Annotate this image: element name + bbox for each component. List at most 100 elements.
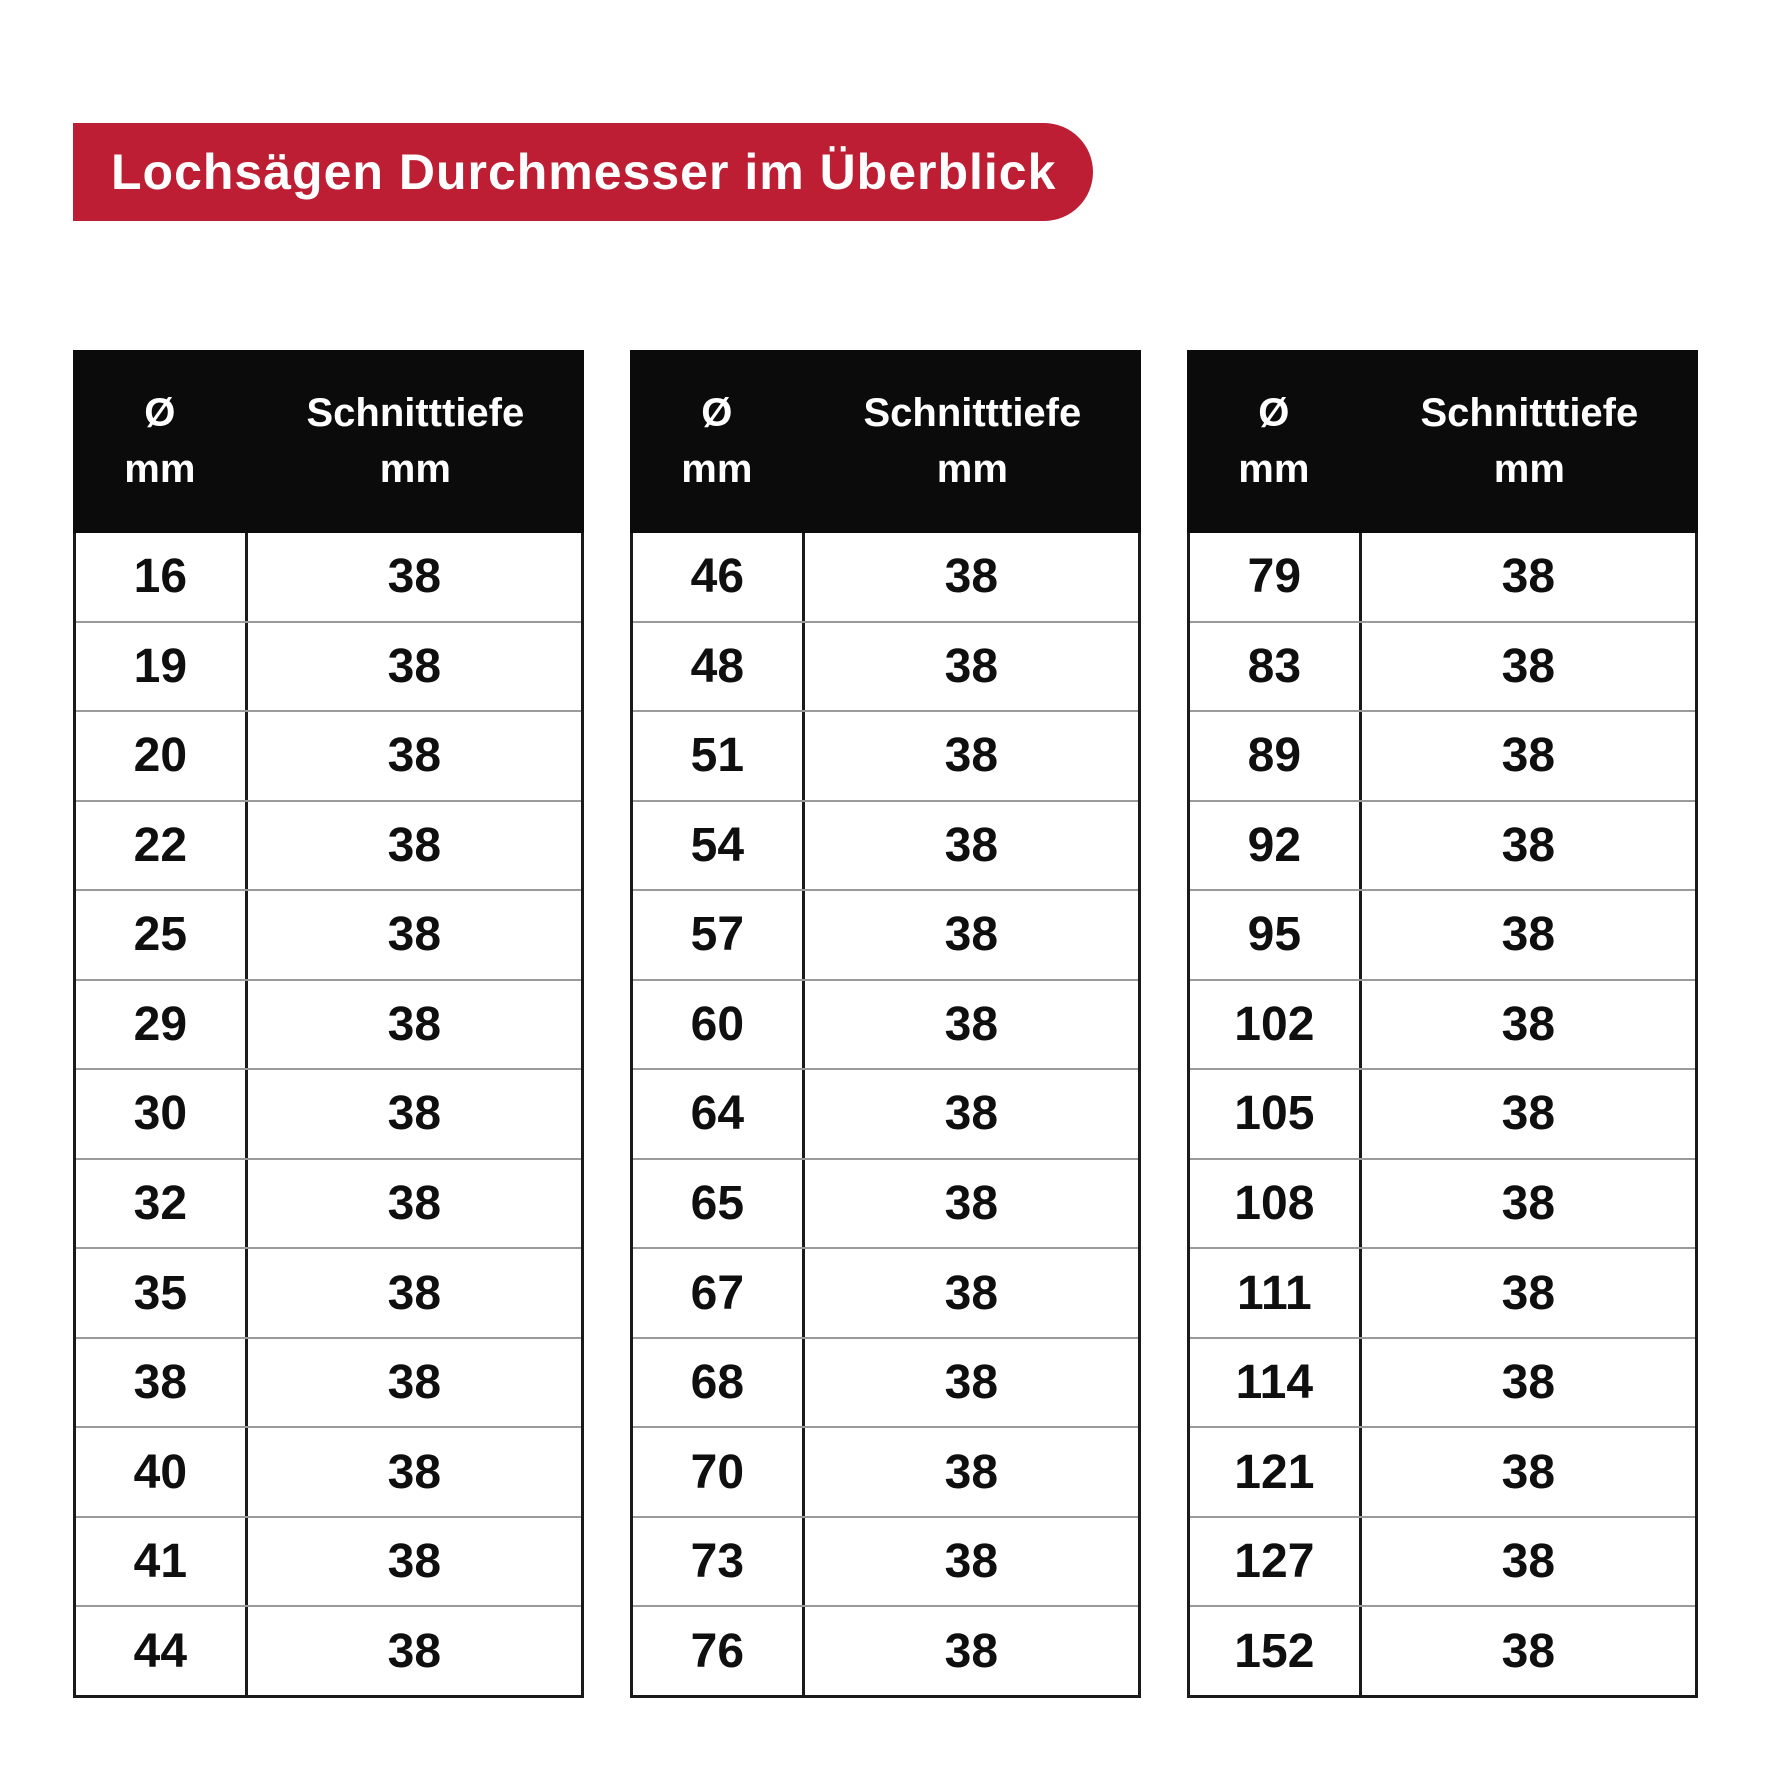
depth-unit: mm — [936, 446, 1008, 491]
title-banner: Lochsägen Durchmesser im Überblick — [73, 123, 1093, 221]
table-row: 68 38 — [633, 1336, 1138, 1427]
depth-cell: 38 — [944, 997, 999, 1051]
depth-cell: 38 — [387, 550, 442, 604]
table-row: 54 38 — [633, 799, 1138, 890]
table-row: 38 38 — [76, 1336, 581, 1427]
table-row: 102 38 — [1190, 978, 1695, 1069]
diameter-unit: mm — [124, 446, 196, 491]
table-row: 73 38 — [633, 1515, 1138, 1606]
depth-cell: 38 — [1501, 1356, 1556, 1410]
diameter-cell: 22 — [76, 801, 248, 890]
table-row: 127 38 — [1190, 1515, 1695, 1606]
diameter-cell: 121 — [1190, 1428, 1362, 1516]
diameter-cell: 102 — [1190, 980, 1362, 1069]
table-row: 30 38 — [76, 1068, 581, 1158]
depth-cell: 38 — [1501, 639, 1556, 693]
diameter-cell: 152 — [1190, 1607, 1362, 1695]
table-row: 29 38 — [76, 978, 581, 1069]
table-row: 105 38 — [1190, 1068, 1695, 1158]
depth-cell: 38 — [944, 1356, 999, 1410]
depth-cell: 38 — [387, 1356, 442, 1410]
diameter-cell: 83 — [1190, 622, 1362, 711]
diameter-unit: mm — [1238, 446, 1310, 491]
diameter-cell: 46 — [633, 533, 805, 621]
depth-column-header: Schnitttiefe mm — [1361, 350, 1698, 533]
depth-cell: 38 — [387, 1176, 442, 1230]
depth-cell: 38 — [944, 1535, 999, 1589]
table-row: 152 38 — [1190, 1605, 1695, 1695]
table-row: 92 38 — [1190, 799, 1695, 890]
table-row: 19 38 — [76, 620, 581, 711]
table-row: 35 38 — [76, 1247, 581, 1337]
table-row: 51 38 — [633, 710, 1138, 800]
diameter-cell: 54 — [633, 801, 805, 890]
table-row: 67 38 — [633, 1247, 1138, 1337]
depth-label: Schnitttiefe — [1420, 391, 1639, 436]
table-row: 48 38 — [633, 620, 1138, 711]
diameter-cell: 60 — [633, 980, 805, 1069]
diameter-symbol: Ø — [701, 391, 733, 436]
table-row: 83 38 — [1190, 620, 1695, 711]
diameter-cell: 89 — [1190, 712, 1362, 800]
depth-unit: mm — [1493, 446, 1565, 491]
diameter-symbol: Ø — [1258, 391, 1290, 436]
table-row: 108 38 — [1190, 1157, 1695, 1248]
depth-cell: 38 — [387, 908, 442, 962]
depth-column-header: Schnitttiefe mm — [804, 350, 1141, 533]
diameter-cell: 127 — [1190, 1517, 1362, 1606]
depth-cell: 38 — [387, 1445, 442, 1499]
table-row: 32 38 — [76, 1157, 581, 1248]
diameter-cell: 111 — [1190, 1249, 1362, 1337]
table-row: 114 38 — [1190, 1336, 1695, 1427]
depth-cell: 38 — [1501, 1176, 1556, 1230]
diameter-cell: 95 — [1190, 891, 1362, 979]
diameter-cell: 41 — [76, 1517, 248, 1606]
depth-cell: 38 — [1501, 908, 1556, 962]
depth-cell: 38 — [944, 729, 999, 783]
depth-cell: 38 — [387, 1087, 442, 1141]
depth-cell: 38 — [944, 1445, 999, 1499]
depth-cell: 38 — [944, 908, 999, 962]
diameter-cell: 38 — [76, 1338, 248, 1427]
diameter-cell: 51 — [633, 712, 805, 800]
table-row: 70 38 — [633, 1426, 1138, 1516]
diameter-cell: 108 — [1190, 1159, 1362, 1248]
diameter-cell: 79 — [1190, 533, 1362, 621]
diameter-unit: mm — [681, 446, 753, 491]
depth-cell: 38 — [1501, 550, 1556, 604]
diameter-cell: 35 — [76, 1249, 248, 1337]
table-row: 121 38 — [1190, 1426, 1695, 1516]
diameter-cell: 19 — [76, 622, 248, 711]
depth-cell: 38 — [387, 729, 442, 783]
diameter-cell: 114 — [1190, 1338, 1362, 1427]
table-row: 16 38 — [76, 533, 581, 621]
depth-cell: 38 — [1501, 1535, 1556, 1589]
diameter-cell: 73 — [633, 1517, 805, 1606]
depth-label: Schnitttiefe — [306, 391, 525, 436]
depth-column-header: Schnitttiefe mm — [247, 350, 584, 533]
diameter-cell: 92 — [1190, 801, 1362, 890]
diameter-cell: 48 — [633, 622, 805, 711]
depth-cell: 38 — [944, 639, 999, 693]
depth-cell: 38 — [1501, 1266, 1556, 1320]
diameter-cell: 57 — [633, 891, 805, 979]
depth-cell: 38 — [944, 1266, 999, 1320]
table-body: 16 38 19 38 20 38 22 38 25 38 29 38 30 38 32 38 35 38 38 38… — [73, 533, 584, 1698]
table-row: 65 38 — [633, 1157, 1138, 1248]
depth-cell: 38 — [387, 997, 442, 1051]
table-row: 41 38 — [76, 1515, 581, 1606]
depth-cell: 38 — [387, 639, 442, 693]
depth-cell: 38 — [944, 1087, 999, 1141]
depth-cell: 38 — [944, 1176, 999, 1230]
table-row: 95 38 — [1190, 889, 1695, 979]
diameter-cell: 65 — [633, 1159, 805, 1248]
depth-cell: 38 — [387, 1266, 442, 1320]
table-row: 64 38 — [633, 1068, 1138, 1158]
diameter-cell: 70 — [633, 1428, 805, 1516]
